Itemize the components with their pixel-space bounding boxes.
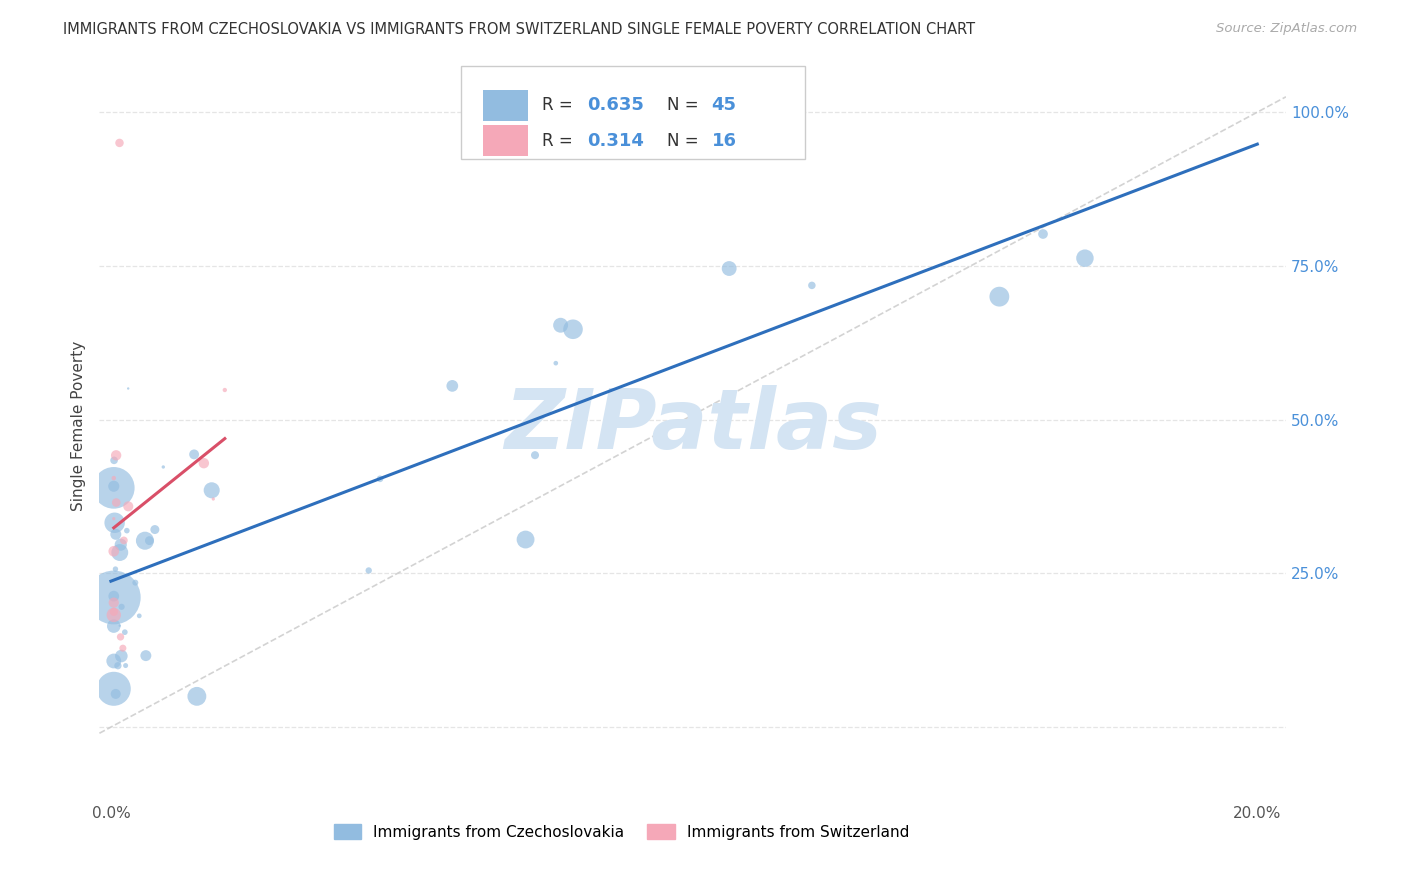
Point [104, 527, 127, 541]
Point [183, 447, 205, 461]
Point [114, 625, 136, 640]
Point [117, 500, 139, 514]
Text: 45: 45 [711, 96, 737, 114]
Point [544, 356, 567, 370]
Point [193, 456, 215, 470]
Point [103, 605, 125, 619]
Text: IMMIGRANTS FROM CZECHOSLOVAKIA VS IMMIGRANTS FROM SWITZERLAND SINGLE FEMALE POVE: IMMIGRANTS FROM CZECHOSLOVAKIA VS IMMIGR… [63, 22, 976, 37]
Point [103, 453, 125, 467]
Point [368, 472, 391, 486]
Point [103, 481, 125, 495]
Text: Source: ZipAtlas.com: Source: ZipAtlas.com [1216, 22, 1357, 36]
Point [718, 261, 741, 276]
Point [143, 523, 166, 537]
Point [135, 648, 157, 663]
Point [138, 533, 160, 548]
Point [112, 533, 135, 548]
Point [103, 596, 125, 610]
Bar [482, 90, 527, 121]
Point [103, 471, 125, 485]
Text: 0.635: 0.635 [588, 96, 644, 114]
Point [103, 511, 125, 525]
Point [214, 383, 236, 397]
Point [105, 448, 128, 462]
Point [104, 516, 127, 530]
Point [108, 545, 131, 559]
Point [104, 687, 127, 701]
Point [103, 544, 125, 558]
Point [104, 562, 127, 576]
Bar [461, 66, 806, 160]
Y-axis label: Single Female Poverty: Single Female Poverty [72, 341, 86, 511]
Point [103, 591, 125, 605]
Point [201, 483, 224, 498]
Point [103, 479, 125, 493]
Point [515, 533, 537, 547]
Point [134, 533, 156, 548]
Point [110, 630, 132, 644]
Point [110, 599, 132, 614]
Point [988, 290, 1011, 304]
Point [800, 278, 823, 293]
Point [107, 658, 129, 673]
Point [1074, 251, 1097, 265]
Point [441, 379, 464, 393]
Legend: Immigrants from Czechoslovakia, Immigrants from Switzerland: Immigrants from Czechoslovakia, Immigran… [328, 818, 915, 846]
Point [108, 136, 131, 150]
Point [114, 658, 136, 673]
Text: 0.314: 0.314 [588, 132, 644, 150]
Point [186, 690, 208, 704]
Point [108, 618, 131, 632]
Point [103, 607, 125, 622]
Point [103, 654, 125, 668]
Point [550, 318, 572, 333]
Point [111, 641, 134, 656]
Text: N =: N = [666, 132, 703, 150]
Point [105, 495, 128, 509]
Text: R =: R = [541, 96, 578, 114]
Text: ZIPatlas: ZIPatlas [503, 385, 882, 467]
Point [110, 538, 132, 552]
Text: N =: N = [666, 96, 703, 114]
Point [562, 322, 585, 336]
Point [103, 589, 125, 603]
Point [524, 448, 547, 462]
Bar [482, 125, 527, 156]
Point [202, 491, 225, 506]
Text: 16: 16 [711, 132, 737, 150]
Point [124, 575, 146, 590]
Point [1032, 227, 1054, 241]
Point [117, 382, 139, 396]
Point [110, 648, 132, 663]
Point [103, 619, 125, 633]
Point [103, 681, 125, 696]
Point [357, 564, 380, 578]
Point [128, 608, 150, 623]
Text: R =: R = [541, 132, 578, 150]
Point [152, 460, 174, 475]
Point [115, 524, 138, 538]
